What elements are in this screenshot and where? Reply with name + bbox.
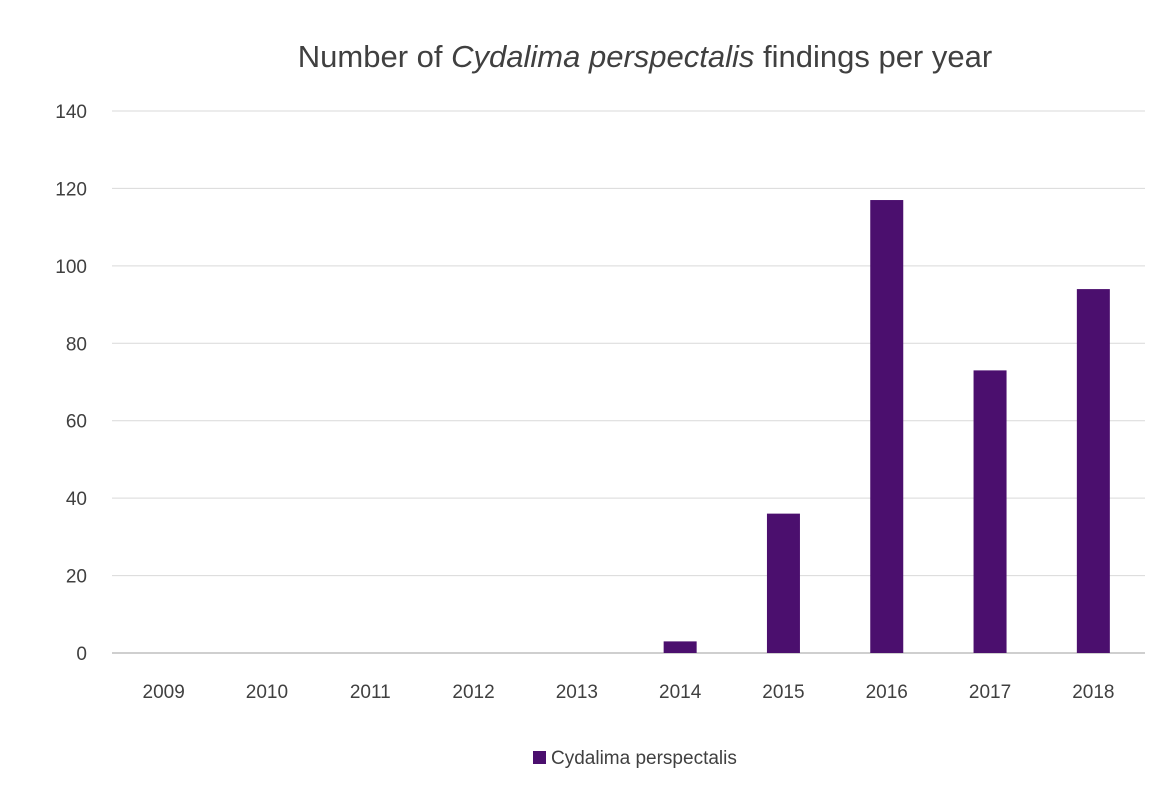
bars xyxy=(663,200,1110,654)
x-tick-label: 2014 xyxy=(659,682,702,703)
x-tick-label: 2009 xyxy=(143,682,185,703)
y-tick-label: 100 xyxy=(55,257,87,278)
x-tick-label: 2012 xyxy=(452,682,494,703)
x-tick-label: 2015 xyxy=(762,682,804,703)
x-tick-label: 2011 xyxy=(350,682,391,703)
bar-2016 xyxy=(870,200,904,654)
bar-2018 xyxy=(1076,289,1110,653)
bar-2014 xyxy=(663,641,697,653)
chart-title: Number of Cydalima perspectalis findings… xyxy=(298,39,992,74)
gridlines xyxy=(112,110,1145,654)
chart-title-prefix: Number of xyxy=(298,39,451,74)
y-tick-label: 40 xyxy=(66,489,87,510)
y-axis-tick-labels: 0 20 40 60 80 100 120 140 xyxy=(55,102,87,665)
legend: Cydalima perspectalis xyxy=(533,748,737,769)
y-tick-label: 140 xyxy=(55,102,87,123)
y-tick-label: 120 xyxy=(55,179,87,200)
x-tick-label: 2018 xyxy=(1072,682,1114,703)
x-tick-label: 2017 xyxy=(969,682,1011,703)
x-axis-tick-labels: 2009 2010 2011 2012 2013 2014 2015 2016 2017 2018 xyxy=(143,682,1115,703)
bar-2015 xyxy=(766,513,800,653)
bar-2017 xyxy=(973,370,1007,653)
x-tick-label: 2010 xyxy=(246,682,288,703)
chart-title-italic: Cydalima perspectalis xyxy=(451,39,754,74)
legend-swatch xyxy=(533,751,546,764)
legend-label: Cydalima perspectalis xyxy=(551,748,737,769)
y-tick-label: 80 xyxy=(66,334,87,355)
y-tick-label: 0 xyxy=(76,644,87,665)
y-tick-label: 20 xyxy=(66,567,87,588)
x-tick-label: 2013 xyxy=(556,682,598,703)
y-tick-label: 60 xyxy=(66,412,87,433)
x-tick-label: 2016 xyxy=(866,682,908,703)
chart-title-suffix: findings per year xyxy=(754,39,992,74)
